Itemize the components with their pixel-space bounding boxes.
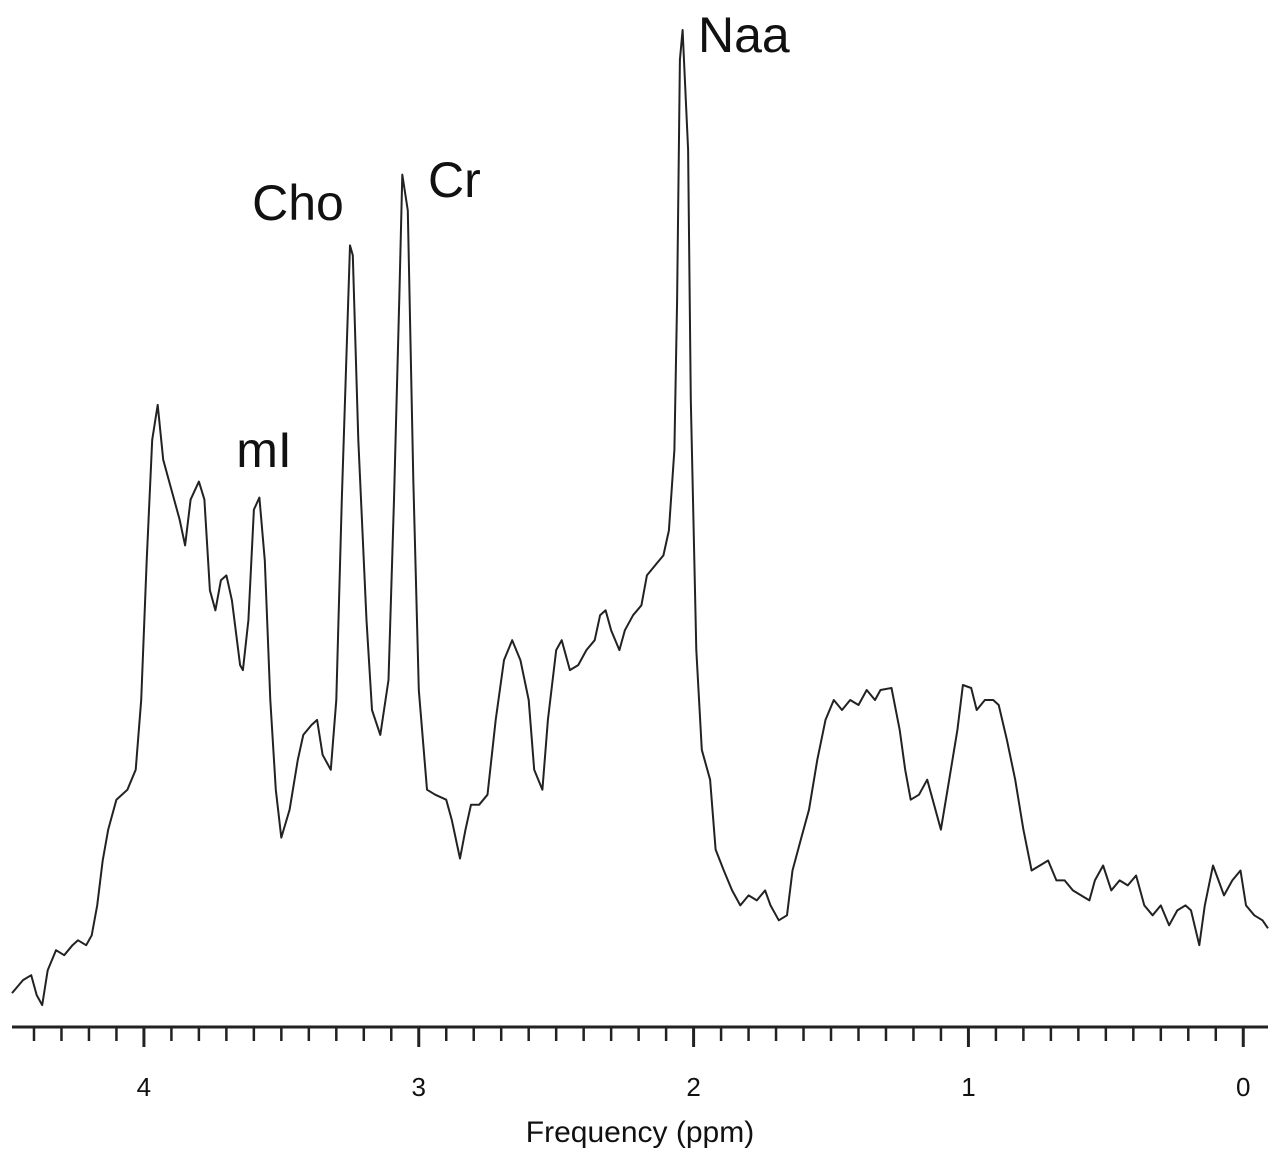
x-tick-label: 1 bbox=[961, 1072, 975, 1102]
spectrum-line bbox=[11, 29, 1269, 1007]
x-tick-label: 0 bbox=[1236, 1072, 1250, 1102]
peak-label: Cho bbox=[252, 175, 344, 231]
peak-label: mI bbox=[236, 422, 292, 478]
peak-label: Cr bbox=[428, 152, 481, 208]
x-axis-label: Frequency (ppm) bbox=[526, 1116, 754, 1149]
x-tick-label: 4 bbox=[137, 1072, 151, 1102]
x-tick-label: 2 bbox=[686, 1072, 700, 1102]
x-tick-label: 3 bbox=[412, 1072, 426, 1102]
peak-label: Naa bbox=[698, 7, 790, 63]
